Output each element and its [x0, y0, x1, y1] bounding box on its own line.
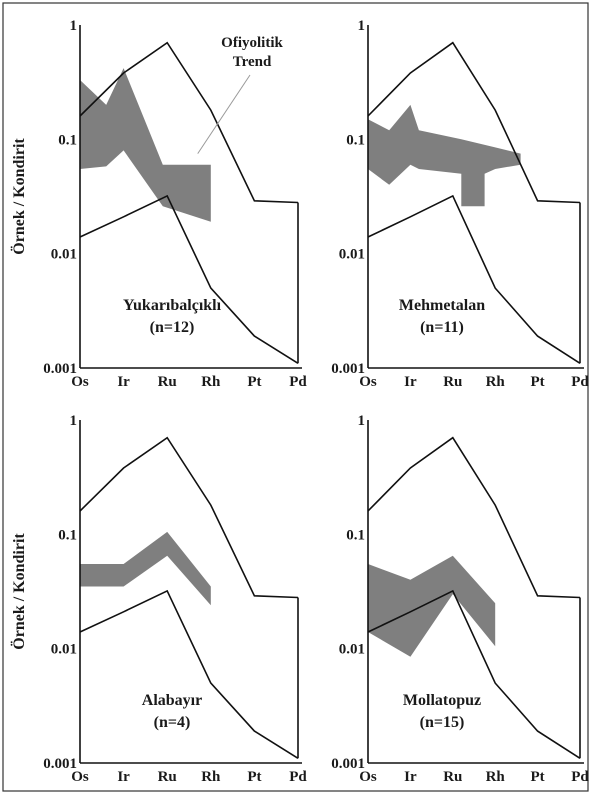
y-tick-label: 1	[358, 413, 366, 429]
sample-band	[368, 555, 496, 657]
y-tick-label: 0.01	[339, 247, 365, 263]
x-tick-label: Ir	[117, 374, 130, 390]
y-tick-label: 0.1	[346, 527, 365, 543]
x-tick-label: Rh	[201, 769, 221, 785]
location-label: Mollatopuz	[403, 692, 481, 709]
y-tick-label: 0.001	[331, 361, 365, 377]
y-axis-label: Örnek / Kondirit	[10, 138, 28, 255]
location-label: Yukarıbalçıklı	[123, 297, 222, 314]
trend-upper-line	[367, 436, 581, 599]
x-tick-label: Ir	[117, 769, 130, 785]
trend-annotation: Ofiyolitik Trend	[221, 35, 283, 70]
sample-band	[368, 104, 521, 207]
y-tick-label: 0.1	[346, 132, 365, 148]
x-tick-label: Pd	[289, 769, 307, 785]
x-tick-label: Ru	[443, 769, 462, 785]
x-tick-label: Rh	[201, 374, 221, 390]
trend-upper-line	[367, 41, 581, 204]
x-tick-label: Pt	[247, 769, 261, 785]
trend-lower-line	[79, 589, 299, 759]
trend-lower-line	[367, 194, 581, 364]
sample-count: (n=11)	[420, 319, 464, 336]
y-tick-label: 0.001	[331, 756, 365, 772]
x-tick-label: Pd	[571, 374, 589, 390]
y-tick-label: 1	[70, 413, 78, 429]
trend-upper-line	[79, 41, 299, 204]
x-tick-label: Ir	[404, 769, 417, 785]
y-tick-label: 1	[358, 18, 366, 34]
y-tick-label: 0.01	[339, 642, 365, 658]
sample-count: (n=12)	[150, 319, 195, 336]
x-tick-label: Ir	[404, 374, 417, 390]
y-tick-label: 0.001	[43, 361, 77, 377]
sample-band	[80, 531, 211, 606]
x-tick-label: Os	[71, 374, 89, 390]
x-tick-label: Ru	[158, 374, 177, 390]
sample-count: (n=15)	[420, 714, 465, 731]
sample-band	[80, 68, 211, 222]
annotation-leader	[197, 74, 251, 154]
y-tick-label: 0.1	[58, 132, 77, 148]
x-tick-label: Pd	[571, 769, 589, 785]
y-tick-label: 1	[70, 18, 78, 34]
y-tick-label: 0.01	[51, 247, 77, 263]
trend-lower-line	[367, 589, 581, 759]
trend-lower-line	[79, 194, 299, 364]
x-tick-label: Pt	[531, 769, 545, 785]
x-tick-label: Os	[359, 769, 377, 785]
trend-upper-line	[79, 436, 299, 599]
sample-count: (n=4)	[154, 714, 191, 731]
x-tick-label: Pt	[247, 374, 261, 390]
location-label: Alabayır	[142, 692, 202, 709]
x-tick-label: Pd	[289, 374, 307, 390]
x-tick-label: Ru	[443, 374, 462, 390]
x-tick-label: Rh	[486, 769, 506, 785]
location-label: Mehmetalan	[399, 297, 485, 314]
x-tick-label: Os	[359, 374, 377, 390]
y-tick-label: 0.1	[58, 527, 77, 543]
y-tick-label: 0.01	[51, 642, 77, 658]
x-tick-label: Rh	[486, 374, 506, 390]
y-axis-label: Örnek / Kondirit	[10, 533, 28, 650]
x-tick-label: Pt	[531, 374, 545, 390]
x-tick-label: Ru	[158, 769, 177, 785]
y-tick-label: 0.001	[43, 756, 77, 772]
x-tick-label: Os	[71, 769, 89, 785]
